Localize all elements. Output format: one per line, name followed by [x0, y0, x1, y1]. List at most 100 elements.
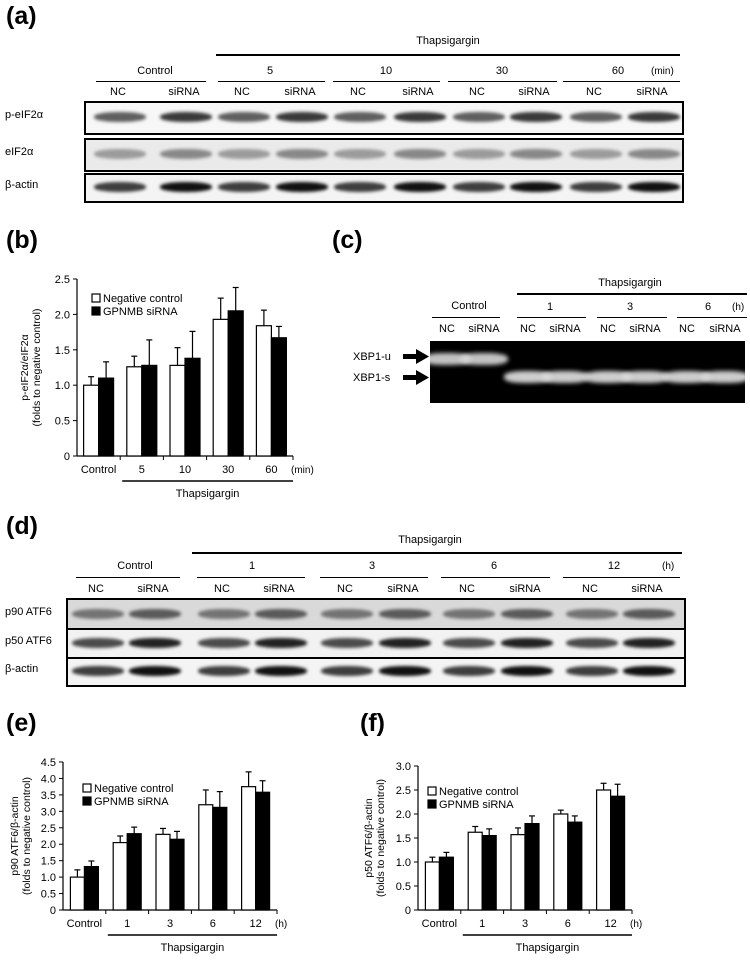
c-lane-label: siRNA [468, 323, 500, 335]
a-band [628, 182, 680, 192]
panel-c-control-label: Control [451, 300, 487, 312]
y-tick-label: 2.5 [55, 274, 70, 286]
x-tick-label: Control [422, 918, 457, 930]
legend-swatch [82, 783, 92, 793]
legend-swatch [82, 796, 92, 806]
a-time-label: 30 [495, 65, 509, 77]
d-band [443, 638, 495, 648]
panel-c-treatment-line [517, 293, 747, 295]
panel-e-letter: (e) [6, 709, 37, 737]
d-band [129, 609, 181, 619]
a-band [334, 182, 386, 192]
c-lane-label: siRNA [629, 323, 661, 335]
a-blot-row [84, 138, 684, 172]
x-tick-label: 12 [604, 918, 616, 930]
legend-swatch [427, 786, 437, 796]
y-tick-label: 0 [50, 905, 56, 917]
d-band [379, 609, 431, 619]
a-band [276, 112, 328, 122]
c-lane-label: NC [439, 323, 455, 335]
d-lane-label: siRNA [509, 583, 541, 595]
y-tick-label: 4.5 [41, 757, 56, 769]
d-row-label: p90 ATF6 [5, 606, 52, 618]
d-band [72, 638, 124, 648]
panel-d-unit: (h) [662, 561, 675, 572]
c-lane-label: NC [600, 323, 616, 335]
panel-d-treatment-label: Thapsigargin [398, 534, 462, 546]
panel-f-letter: (f) [360, 709, 385, 737]
d-band [566, 666, 618, 676]
a-row-label: eIF2α [5, 146, 34, 158]
legend-swatch [427, 799, 437, 809]
a-lane-label: NC [110, 86, 126, 98]
y-tick-label: 2.5 [41, 823, 56, 835]
panel-d-control-label: Control [117, 560, 153, 572]
a-band [453, 182, 505, 192]
xbp1-u-label: XBP1-u [353, 351, 391, 363]
x-unit-label: (h) [275, 919, 287, 930]
a-lane-label: NC [234, 86, 250, 98]
panel-c-treatment-label: Thapsigargin [598, 277, 662, 289]
a-band [570, 182, 622, 192]
d-lane-label: siRNA [137, 583, 169, 595]
a-lane-label: NC [350, 86, 366, 98]
x-tick-label: 1 [479, 918, 485, 930]
a-band [394, 149, 446, 159]
y-axis-label-sub: (folds to negative control) [31, 309, 43, 427]
a-band [510, 149, 562, 159]
bar [595, 789, 612, 911]
d-lane-label: NC [582, 583, 598, 595]
y-tick-label: 0.5 [41, 889, 56, 901]
legend-label: GPNMB siRNA [94, 796, 169, 808]
y-tick-label: 0 [405, 905, 411, 917]
d-band [72, 609, 124, 619]
a-group-line [96, 81, 206, 83]
y-axis-label: p-eIF2α/eIF2α [19, 334, 31, 400]
y-tick-label: 1.0 [396, 857, 411, 869]
c-group-line [432, 317, 500, 319]
y-axis-label: p50 ATF6/β-actin [363, 798, 375, 878]
a-band [453, 112, 505, 122]
panel-a-treatment-line [216, 54, 680, 56]
legend-label: Negative control [439, 786, 519, 798]
y-tick-label: 2.0 [396, 809, 411, 821]
a-band [334, 149, 386, 159]
c-lane-label: NC [679, 323, 695, 335]
a-band [510, 182, 562, 192]
panel-d-treatment-line [192, 552, 682, 554]
d-band [255, 609, 307, 619]
x-tick-label: 1 [124, 918, 130, 930]
d-blot-row [66, 628, 686, 660]
xbp1-arrows [403, 349, 429, 385]
a-lane-label: siRNA [284, 86, 316, 98]
y-axis-label-sub: (folds to negative control) [375, 779, 387, 897]
x-tick-label: 5 [139, 464, 145, 476]
y-tick-label: 0.5 [55, 416, 70, 428]
d-band [255, 666, 307, 676]
a-lane-label: NC [586, 86, 602, 98]
a-band [276, 182, 328, 192]
d-lane-label: NC [214, 583, 230, 595]
a-band [94, 182, 146, 192]
d-band [129, 638, 181, 648]
d-lane-label: siRNA [387, 583, 419, 595]
y-tick-label: 3.5 [41, 790, 56, 802]
d-band [443, 609, 495, 619]
a-band [94, 112, 146, 122]
panel-a-control-label: Control [137, 65, 173, 77]
a-group-line [333, 81, 440, 83]
d-group-line [441, 577, 550, 579]
y-tick-label: 3.0 [41, 806, 56, 818]
d-band [623, 666, 675, 676]
xbp1-band [584, 371, 632, 383]
xbp1-band [504, 371, 552, 383]
a-group-line [563, 81, 680, 83]
d-band [321, 666, 373, 676]
a-time-label: 10 [379, 65, 393, 77]
a-band [218, 112, 270, 122]
d-band [255, 638, 307, 648]
d-lane-label: siRNA [631, 583, 663, 595]
a-band [510, 112, 562, 122]
bar [467, 831, 483, 911]
